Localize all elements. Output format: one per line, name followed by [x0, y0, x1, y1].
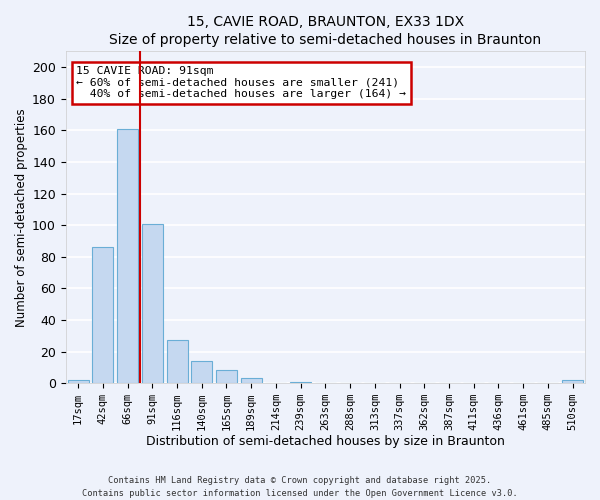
Bar — [92, 247, 113, 383]
Bar — [290, 382, 311, 383]
Bar — [167, 340, 188, 383]
Bar — [241, 378, 262, 383]
Text: 15 CAVIE ROAD: 91sqm
← 60% of semi-detached houses are smaller (241)
  40% of se: 15 CAVIE ROAD: 91sqm ← 60% of semi-detac… — [76, 66, 406, 100]
Bar — [68, 380, 89, 383]
Bar — [142, 224, 163, 383]
Text: Contains HM Land Registry data © Crown copyright and database right 2025.
Contai: Contains HM Land Registry data © Crown c… — [82, 476, 518, 498]
Y-axis label: Number of semi-detached properties: Number of semi-detached properties — [15, 108, 28, 326]
Bar — [216, 370, 237, 383]
X-axis label: Distribution of semi-detached houses by size in Braunton: Distribution of semi-detached houses by … — [146, 434, 505, 448]
Bar — [191, 361, 212, 383]
Bar — [117, 129, 138, 383]
Bar — [562, 380, 583, 383]
Title: 15, CAVIE ROAD, BRAUNTON, EX33 1DX
Size of property relative to semi-detached ho: 15, CAVIE ROAD, BRAUNTON, EX33 1DX Size … — [109, 15, 541, 48]
